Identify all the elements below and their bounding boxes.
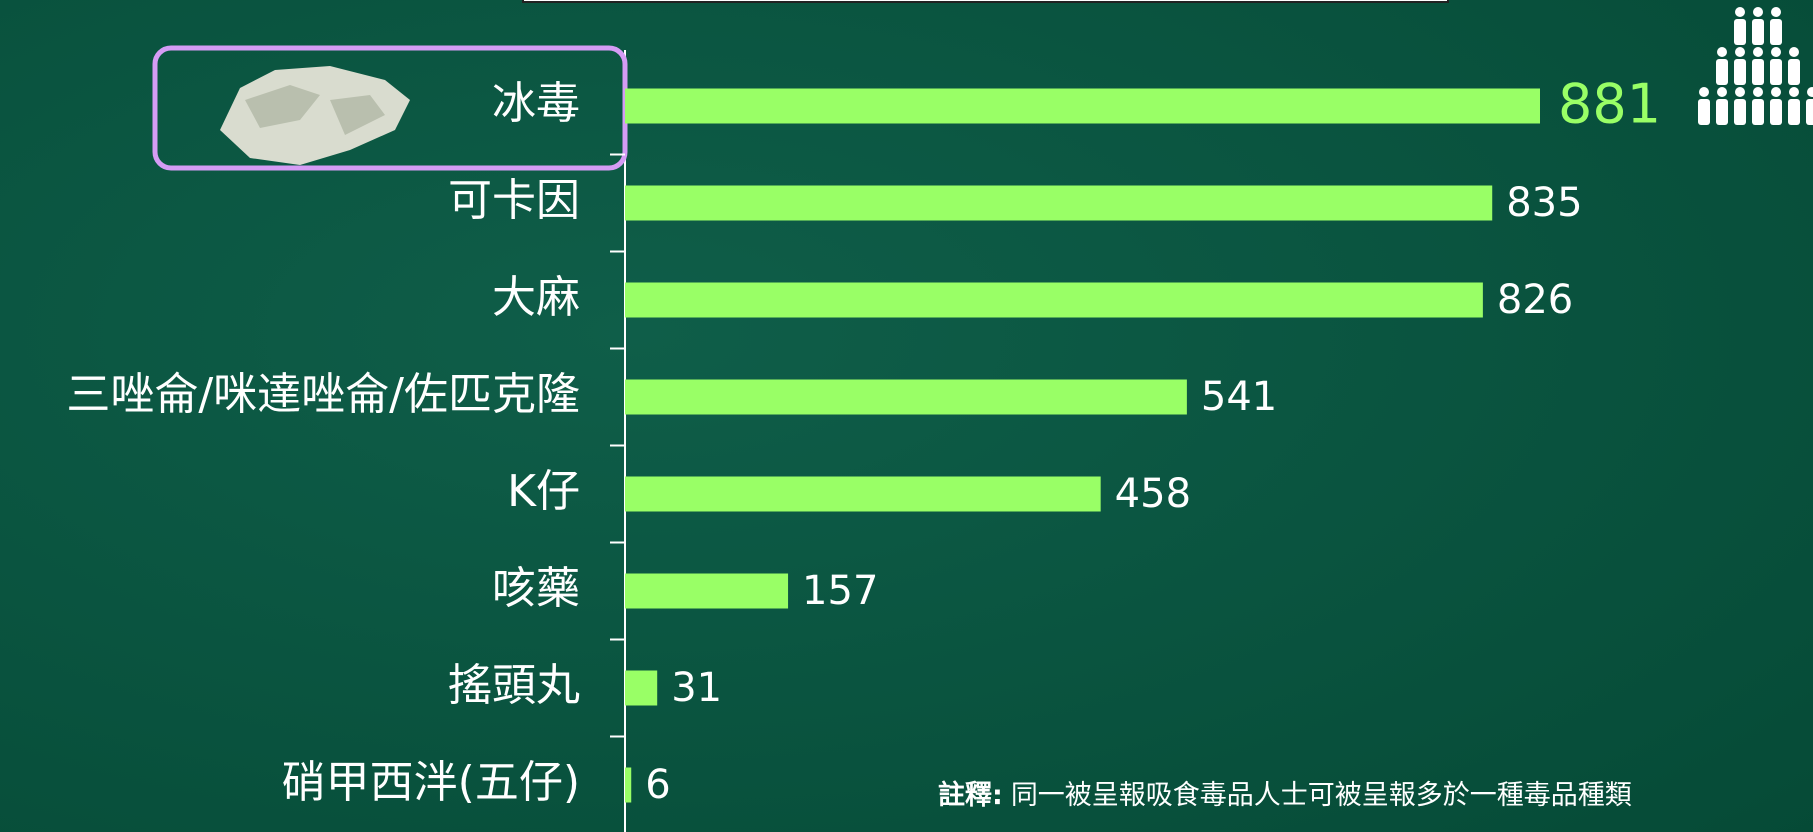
person-body	[1770, 19, 1782, 45]
person-body	[1734, 59, 1746, 85]
person-body	[1698, 99, 1710, 125]
category-label: 大麻	[492, 272, 580, 323]
person-head	[1771, 7, 1781, 17]
person-body	[1788, 59, 1800, 85]
bar	[625, 477, 1101, 512]
value-label: 458	[1115, 471, 1191, 517]
note: 註釋: 同一被呈報吸食毒品人士可被呈報多於一種毒品種類	[938, 780, 1632, 811]
bar	[625, 574, 788, 609]
person-body	[1716, 99, 1728, 125]
person-body	[1752, 19, 1764, 45]
value-label: 31	[671, 665, 722, 711]
person-body	[1716, 59, 1728, 85]
bar	[625, 186, 1492, 221]
person-body	[1752, 99, 1764, 125]
bar	[625, 768, 631, 803]
value-label: 835	[1506, 180, 1582, 226]
person-body	[1806, 99, 1813, 125]
category-label: 搖頭丸	[448, 660, 580, 711]
person-head	[1699, 87, 1709, 97]
person-head	[1717, 87, 1727, 97]
category-label: 咳藥	[492, 563, 580, 614]
person-head	[1771, 87, 1781, 97]
note-text: 同一被呈報吸食毒品人士可被呈報多於一種毒品種類	[1011, 780, 1632, 811]
value-label: 541	[1201, 374, 1277, 420]
bar	[625, 89, 1540, 124]
person-head	[1735, 47, 1745, 57]
person-head	[1735, 87, 1745, 97]
person-body	[1788, 99, 1800, 125]
person-body	[1752, 59, 1764, 85]
person-body	[1770, 59, 1782, 85]
category-label: 可卡因	[448, 175, 580, 226]
person-head	[1753, 7, 1763, 17]
value-label: 826	[1497, 277, 1573, 323]
chart: 註釋: 同一被呈報吸食毒品人士可被呈報多於一種毒品種類 冰毒 881 可卡因 835 大麻…	[0, 0, 1813, 832]
category-label: K仔	[507, 466, 580, 517]
category-label: 硝甲西泮(五仔)	[282, 757, 580, 808]
person-head	[1753, 87, 1763, 97]
person-head	[1717, 47, 1727, 57]
note-label: 註釋:	[938, 780, 1003, 811]
title-box	[523, 0, 1448, 2]
person-head	[1753, 47, 1763, 57]
bar	[625, 380, 1187, 415]
person-head	[1789, 87, 1799, 97]
category-label: 冰毒	[492, 78, 580, 129]
category-label: 三唑侖/咪達唑侖/佐匹克隆	[66, 369, 580, 420]
person-body	[1770, 99, 1782, 125]
bar	[625, 283, 1483, 318]
person-head	[1771, 47, 1781, 57]
value-label: 157	[802, 568, 878, 614]
value-label: 6	[645, 762, 670, 808]
person-body	[1734, 99, 1746, 125]
person-head	[1789, 47, 1799, 57]
value-label: 881	[1558, 73, 1661, 136]
bar	[625, 671, 657, 706]
page: 註釋: 同一被呈報吸食毒品人士可被呈報多於一種毒品種類 冰毒 881 可卡因 835 大麻…	[0, 0, 1813, 832]
person-head	[1735, 7, 1745, 17]
person-body	[1734, 19, 1746, 45]
